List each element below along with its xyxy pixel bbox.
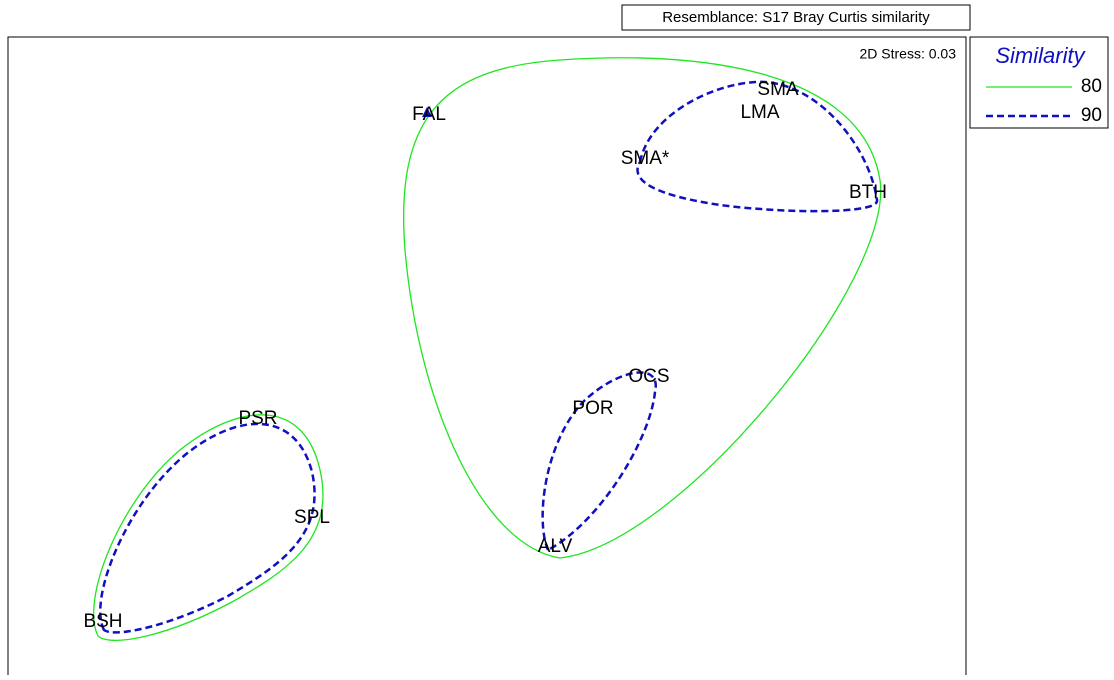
legend-title: Similarity	[995, 43, 1086, 68]
node-label: BSH	[83, 611, 122, 632]
point-marker	[422, 107, 432, 117]
resemblance-label: Resemblance: S17 Bray Curtis similarity	[662, 9, 930, 26]
node-label: FAL	[412, 104, 446, 125]
node-label: SPL	[294, 507, 330, 528]
node-label: OCS	[628, 366, 669, 387]
node-label: LMA	[740, 102, 779, 123]
legend-box	[969, 36, 1109, 129]
contour-90	[636, 80, 879, 213]
legend-label: 90	[1081, 105, 1102, 126]
node-label: ALV	[538, 536, 573, 557]
plot-frame	[7, 36, 967, 680]
node-label: BTH	[849, 182, 887, 203]
node-label: PSR	[238, 408, 277, 429]
node-label: SMA*	[621, 148, 670, 169]
contour-90	[99, 422, 316, 634]
resemblance-box	[621, 4, 971, 31]
stress-label: 2D Stress: 0.03	[860, 46, 957, 62]
contour-90	[541, 371, 657, 552]
node-label: POR	[572, 398, 613, 419]
node-label: SMA	[757, 79, 799, 100]
legend-label: 80	[1081, 76, 1102, 97]
contour-80	[93, 414, 324, 642]
contour-80	[403, 57, 882, 559]
